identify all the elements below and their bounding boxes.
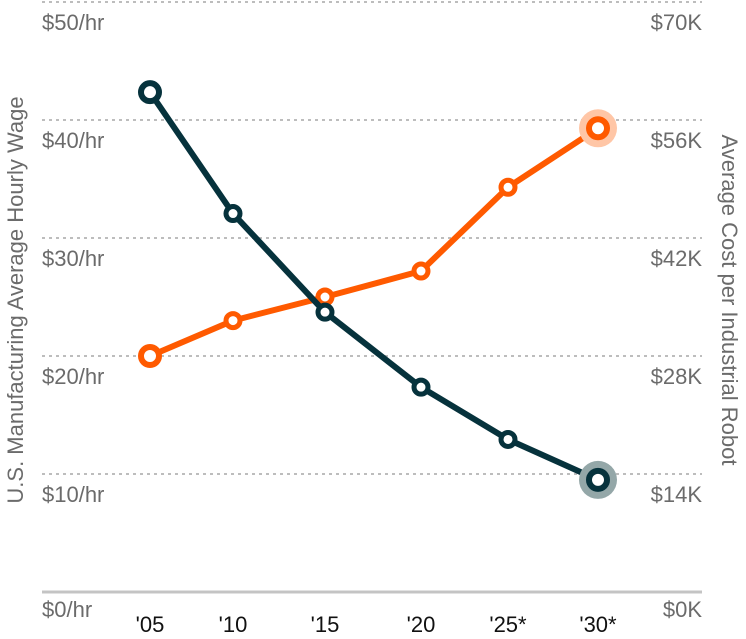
gridlines [42, 1, 702, 594]
x-tick-label: '05 [136, 612, 165, 637]
left-tick-label: $10/hr [42, 482, 104, 507]
data-point-marker[interactable] [498, 429, 518, 449]
data-point-marker[interactable] [586, 116, 610, 141]
data-point-marker[interactable] [586, 467, 610, 492]
data-point-marker[interactable] [223, 311, 243, 331]
x-tick-label: '25* [489, 612, 527, 637]
robot-cost-series [138, 80, 617, 499]
series-line [148, 125, 600, 359]
series-layer [138, 80, 617, 499]
left-axis-title: U.S. Manufacturing Average Hourly Wage [3, 96, 28, 503]
right-axis-ticks: $70K $56K $42K $28K $14K $0K [651, 10, 703, 622]
left-tick-label: $50/hr [42, 10, 104, 35]
left-axis-ticks: $50/hr $40/hr $30/hr $20/hr $10/hr $0/hr [42, 10, 104, 622]
data-point-marker[interactable] [223, 204, 243, 224]
data-point-marker[interactable] [498, 177, 518, 197]
right-tick-label: $70K [651, 10, 703, 35]
data-point-marker[interactable] [138, 344, 162, 368]
right-tick-label: $42K [651, 246, 703, 271]
x-tick-label: '15 [311, 612, 340, 637]
right-tick-label: $0K [663, 597, 702, 622]
series-line [147, 90, 600, 483]
right-tick-label: $28K [651, 364, 703, 389]
x-tick-label: '20 [407, 612, 436, 637]
left-tick-label: $20/hr [42, 364, 104, 389]
left-tick-label: $0/hr [42, 597, 92, 622]
left-tick-label: $40/hr [42, 128, 104, 153]
right-axis-title: Average Cost per Industrial Robot [717, 135, 742, 466]
data-point-marker[interactable] [411, 261, 431, 281]
x-tick-label: '30* [579, 612, 617, 637]
data-point-marker[interactable] [315, 287, 335, 307]
right-tick-label: $56K [651, 128, 703, 153]
x-tick-label: '10 [219, 612, 248, 637]
data-point-marker[interactable] [315, 302, 335, 322]
right-tick-label: $14K [651, 482, 703, 507]
left-tick-label: $30/hr [42, 246, 104, 271]
x-axis-ticks: '05 '10 '15 '20 '25* '30* [136, 612, 617, 637]
data-point-marker[interactable] [138, 80, 162, 105]
data-point-marker[interactable] [411, 377, 431, 397]
